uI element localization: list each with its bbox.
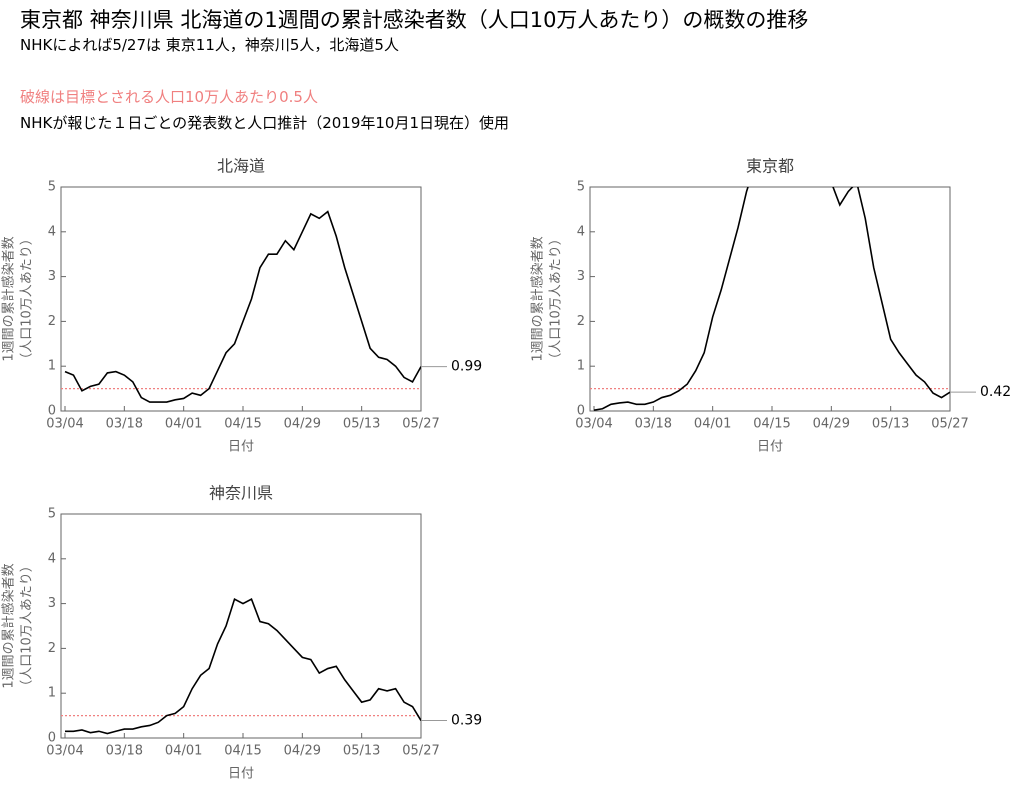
- x-tick-label: 04/15: [224, 417, 261, 432]
- x-tick-label: 04/29: [284, 744, 321, 759]
- x-tick-label: 05/27: [931, 417, 968, 432]
- x-tick-label: 04/01: [165, 417, 202, 432]
- x-tick-label: 04/01: [694, 417, 731, 432]
- chart-title: 神奈川県: [209, 484, 273, 503]
- y-tick-label: 5: [577, 180, 585, 195]
- x-axis-label: 日付: [228, 767, 254, 782]
- y-tick-label: 4: [48, 551, 56, 566]
- y-tick-label: 1: [48, 686, 56, 701]
- x-tick-label: 05/13: [343, 417, 380, 432]
- x-tick-label: 03/18: [106, 417, 143, 432]
- y-tick-label: 2: [48, 641, 56, 656]
- plot-frame: [60, 186, 422, 412]
- x-axis-label: 日付: [757, 440, 783, 455]
- chart-title: 北海道: [217, 157, 265, 176]
- x-tick-label: 04/29: [284, 417, 321, 432]
- plot-frame: [60, 513, 422, 739]
- y-tick-label: 0: [577, 404, 585, 419]
- plot-frame: [589, 186, 951, 412]
- y-axis-label: （人口10万人あたり）: [20, 232, 35, 366]
- x-tick-label: 04/29: [813, 417, 850, 432]
- y-tick-label: 3: [48, 596, 56, 611]
- x-tick-label: 03/04: [575, 417, 612, 432]
- x-tick-label: 05/27: [402, 744, 439, 759]
- page-title: 東京都 神奈川県 北海道の1週間の累計感染者数（人口10万人あたり）の概数の推移: [20, 8, 809, 32]
- y-tick-label: 5: [48, 180, 56, 195]
- y-tick-label: 5: [48, 507, 56, 522]
- y-tick-label: 4: [577, 224, 585, 239]
- chart-title: 東京都: [746, 157, 794, 176]
- data-line: [64, 210, 421, 403]
- end-value-label: 0.42: [980, 384, 1011, 400]
- y-axis-label: （人口10万人あたり）: [549, 232, 564, 366]
- y-axis-label: 1週間の累計感染者数: [1, 563, 17, 688]
- y-tick-label: 1: [577, 359, 585, 374]
- y-tick-label: 2: [577, 314, 585, 329]
- page-subtitle: NHKによれば5/27は 東京11人，神奈川5人，北海道5人: [20, 36, 399, 54]
- y-axis-label: 1週間の累計感染者数: [530, 236, 546, 361]
- x-tick-label: 05/27: [402, 417, 439, 432]
- y-tick-label: 2: [48, 314, 56, 329]
- x-tick-label: 04/15: [224, 744, 261, 759]
- x-tick-label: 03/04: [46, 744, 83, 759]
- y-tick-label: 1: [48, 359, 56, 374]
- x-tick-label: 03/04: [46, 417, 83, 432]
- x-tick-label: 04/01: [165, 744, 202, 759]
- x-tick-label: 03/18: [635, 417, 672, 432]
- note: 破線は目標とされる人口10万人あたり0.5人: [20, 88, 318, 106]
- data-line: [593, 187, 950, 411]
- y-tick-label: 3: [48, 269, 56, 284]
- x-tick-label: 05/13: [872, 417, 909, 432]
- y-tick-label: 4: [48, 224, 56, 239]
- x-axis-label: 日付: [228, 440, 254, 455]
- y-tick-label: 0: [48, 404, 56, 419]
- x-tick-label: 04/15: [753, 417, 790, 432]
- note: NHKが報じた１日ごとの発表数と人口推計（2019年10月1日現在）使用: [20, 114, 509, 132]
- x-tick-label: 05/13: [343, 744, 380, 759]
- x-tick-label: 03/18: [106, 744, 143, 759]
- end-value-label: 0.39: [451, 713, 482, 729]
- end-value-label: 0.99: [451, 359, 482, 375]
- y-axis-label: 1週間の累計感染者数: [1, 236, 17, 361]
- data-line: [65, 597, 421, 735]
- y-axis-label: （人口10万人あたり）: [20, 559, 35, 693]
- y-tick-label: 0: [48, 731, 56, 746]
- y-tick-label: 3: [577, 269, 585, 284]
